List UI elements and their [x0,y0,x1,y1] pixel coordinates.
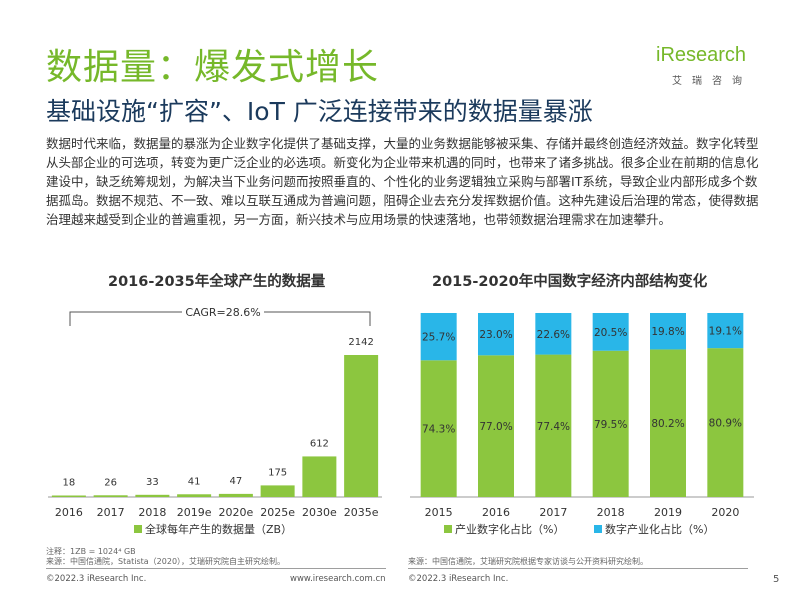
bar-digital-industrialization-2016 [478,313,514,356]
bar-industrial-digitalization-2019 [650,349,686,497]
x-tick-right-2019: 2019 [654,506,682,519]
left-note: 注释：1ZB = 1024⁴ GB [46,547,136,556]
data-label-2016: 18 [63,478,76,489]
x-tick-2030e: 2030e [302,506,337,519]
bar-digital-industrialization-2017 [535,313,572,355]
x-tick-2018: 2018 [138,506,166,519]
x-tick-2019e: 2019e [177,506,212,519]
legend-label-industrial-digitalization: 产业数字化占比（%） [455,522,564,536]
label-industrial-digitalization-2015: 74.3% [422,424,455,436]
x-tick-right-2016: 2016 [482,506,510,519]
bar-2018 [135,494,170,497]
bar-2030e [302,456,337,497]
label-industrial-digitalization-2020: 80.9% [709,418,742,430]
bar-2019e [177,494,212,497]
bar-2017 [93,495,128,497]
left-footer-divider [46,568,386,569]
bar-digital-industrialization-2020 [707,313,744,349]
legend-swatch-digital-industrialization [594,525,602,533]
legend-swatch-data-volume [134,525,142,533]
label-digital-industrialization-2020: 19.1% [709,326,742,338]
data-label-2019e: 41 [188,476,201,487]
x-tick-2025e: 2025e [260,506,295,519]
logo-tagline: 艾瑞咨询 [672,76,752,87]
x-tick-2035e: 2035e [344,506,379,519]
right-chart-title: 2015-2020年中国数字经济内部结构变化 [432,274,708,290]
bar-2035e [344,355,379,497]
bar-2025e [260,485,295,497]
footer-url: www.iresearch.com.cn [290,574,386,584]
bar-industrial-digitalization-2015 [420,360,457,497]
logo-text: iResearch [656,44,747,66]
bar-industrial-digitalization-2017 [535,354,572,497]
bar-2016 [51,495,86,497]
label-industrial-digitalization-2018: 79.5% [594,419,627,431]
label-industrial-digitalization-2017: 77.4% [537,421,570,433]
right-source: 来源：中国信通院，艾瑞研究院根据专家访谈与公开资料研究绘制。 [408,557,648,566]
bar-digital-industrialization-2015 [420,313,457,361]
iresearch-logo: iResearch 艾瑞咨询 [656,44,756,90]
data-label-2025e: 175 [268,467,287,478]
page-title: 数据量：爆发式增长 [46,47,380,88]
bar-industrial-digitalization-2016 [478,355,514,497]
x-tick-right-2015: 2015 [425,506,453,519]
data-label-2020e: 47 [230,476,243,487]
legend-label-digital-industrialization: 数字产业化占比（%） [605,522,714,536]
label-industrial-digitalization-2019: 80.2% [651,418,684,430]
legend-swatch-industrial-digitalization [444,525,452,533]
x-tick-2016: 2016 [55,506,83,519]
data-label-2035e: 2142 [348,337,373,348]
left-footer-copyright: ©2022.3 iResearch Inc. [46,574,147,584]
label-digital-industrialization-2019: 19.8% [651,326,684,338]
x-tick-2017: 2017 [97,506,125,519]
cagr-annotation: CAGR=28.6% [185,306,260,319]
bar-digital-industrialization-2018 [592,313,629,351]
right-footer-copyright: ©2022.3 iResearch Inc. [408,574,509,584]
data-label-2017: 26 [104,477,117,488]
label-industrial-digitalization-2016: 77.0% [479,421,512,433]
bar-2020e [218,493,253,497]
right-footer-divider [408,568,748,569]
bar-industrial-digitalization-2020 [707,348,744,497]
page-subtitle: 基础设施“扩容”、IoT 广泛连接带来的数据量暴涨 [46,97,593,126]
legend-label-data-volume: 全球每年产生的数据量（ZB） [145,522,292,536]
label-digital-industrialization-2017: 22.6% [537,329,570,341]
x-tick-2020e: 2020e [218,506,253,519]
bar-industrial-digitalization-2018 [592,350,629,497]
label-digital-industrialization-2018: 20.5% [594,327,627,339]
left-source: 来源：中国信通院，Statista（2020），艾瑞研究院自主研究绘制。 [46,557,286,566]
page-number: 5 [773,574,780,585]
label-digital-industrialization-2016: 23.0% [479,329,512,341]
x-tick-right-2020: 2020 [711,506,739,519]
data-label-2030e: 612 [310,438,329,449]
x-tick-right-2017: 2017 [539,506,567,519]
body-paragraph: 数据时代来临，数据量的暴涨为企业数字化提供了基础支撑，大量的业务数据能够被采集、… [46,136,759,227]
left-chart-title: 2016-2035年全球产生的数据量 [108,274,326,290]
cagr-label-bg [182,303,264,321]
bar-digital-industrialization-2019 [650,313,686,350]
x-tick-right-2018: 2018 [597,506,625,519]
label-digital-industrialization-2015: 25.7% [422,332,455,344]
data-label-2018: 33 [146,477,159,488]
